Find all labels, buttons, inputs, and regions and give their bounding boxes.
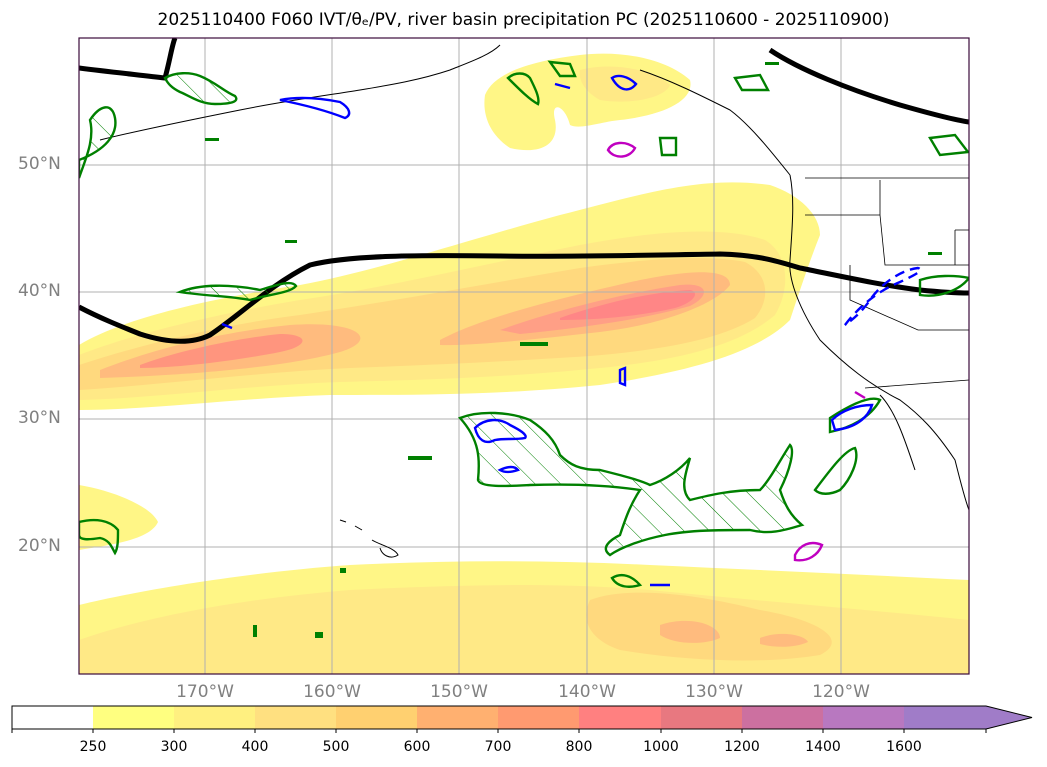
- map-frame: [78, 37, 970, 675]
- colorbar-label-1200: 1200: [724, 739, 760, 755]
- colorbar-segment-2: [174, 706, 255, 729]
- colorbar-label-800: 800: [565, 739, 593, 755]
- colorbar-label-500: 500: [322, 739, 350, 755]
- colorbar-label-300: 300: [160, 739, 188, 755]
- pv-cell-3: [408, 456, 432, 460]
- magenta-contours: [606, 141, 866, 562]
- colorbar-segment-3: [255, 706, 336, 729]
- pv-cell-9: [928, 252, 942, 255]
- theta-contour-west: [221, 322, 233, 330]
- pv-contour-west-small: [175, 281, 298, 302]
- pv-contour-baja: [813, 446, 858, 495]
- colorbar-segment-1: [93, 706, 174, 729]
- colorbar-label-700: 700: [484, 739, 512, 755]
- theta-contours: [221, 74, 874, 587]
- west-coast: [789, 174, 969, 511]
- pv-contour-far-west: [79, 106, 117, 179]
- pv-contour-northwest: [163, 72, 238, 106]
- state-borders: [805, 180, 969, 331]
- ivt-southwest-blob: [79, 485, 158, 550]
- pv-contour-north-b: [547, 60, 577, 78]
- pv-contours: [79, 60, 969, 588]
- pv-cell-7: [315, 632, 323, 638]
- pv-contour-south: [610, 574, 643, 588]
- colorbar: [11, 705, 1033, 733]
- lon-label-150w: 150°W: [430, 682, 488, 702]
- lat-label-30n: 30°N: [18, 408, 61, 428]
- lon-label-120w: 120°W: [812, 682, 870, 702]
- coastlines: [99, 44, 969, 558]
- jet-contour-northeast: [768, 47, 969, 125]
- map-title: 2025110400 F060 IVT/θₑ/PV, river basin p…: [157, 10, 890, 30]
- theta-contour-north: [279, 96, 351, 120]
- pv-contour-north-a: [506, 72, 540, 106]
- theta-contour-north-c: [554, 82, 571, 90]
- pv-contour-north-d: [928, 133, 969, 157]
- pv-contour-north-e: [658, 136, 678, 157]
- pv-cell-6: [253, 625, 257, 637]
- lon-label-140w: 140°W: [558, 682, 616, 702]
- pv-contour-north-c: [733, 73, 770, 92]
- hawaii-islands: [339, 519, 399, 558]
- colorbar-tick-marks: [11, 729, 987, 733]
- theta-contour-central: [473, 418, 527, 444]
- colorbar-segment-8: [661, 706, 742, 729]
- pv-cell-8: [765, 62, 779, 65]
- colorbar-segment-4: [336, 706, 417, 729]
- colorbar-segment-7: [579, 706, 661, 729]
- colorbar-label-250: 250: [79, 739, 107, 755]
- lat-label-50n: 50°N: [18, 154, 61, 174]
- magenta-contour-socal: [854, 390, 866, 400]
- colorbar-label-1000: 1000: [643, 739, 679, 755]
- ivt-south-600a: [660, 620, 720, 643]
- colorbar-outline: [11, 705, 1033, 730]
- theta-contour-central-small: [497, 465, 520, 474]
- pv-small-cells: [205, 62, 942, 638]
- borders: [805, 177, 969, 389]
- colorbar-extend-arrow: [904, 706, 1032, 729]
- pv-cell-1: [285, 240, 297, 243]
- ivt-south-600b: [760, 633, 808, 647]
- pv-contour-central: [457, 411, 805, 557]
- mexico-border: [864, 379, 969, 389]
- aleutian-coast: [99, 44, 501, 141]
- magenta-contour-south: [793, 541, 824, 562]
- colorbar-segment-5: [417, 706, 498, 729]
- magenta-contour-north: [606, 141, 637, 158]
- colorbar-label-1600: 1600: [886, 739, 922, 755]
- baja-coast: [879, 394, 916, 471]
- theta-dashed-nevada: [844, 266, 922, 326]
- colorbar-segment-9: [742, 706, 823, 729]
- lon-label-130w: 130°W: [685, 682, 743, 702]
- colorbar-label-600: 600: [403, 739, 431, 755]
- pv-contour-southwest: [79, 518, 120, 556]
- colorbar-label-1400: 1400: [805, 739, 841, 755]
- theta-contour-north-b: [610, 74, 638, 91]
- alaska-bc-coast: [639, 69, 791, 176]
- lat-label-40n: 40°N: [18, 281, 61, 301]
- colorbar-segment-10: [823, 706, 904, 729]
- theta-dashed: [844, 266, 922, 326]
- ivt-contour-800-east: [560, 290, 695, 320]
- pv-cell-4: [205, 138, 219, 141]
- jet-contour-main: [79, 251, 969, 344]
- ivt-northern-core: [579, 66, 670, 102]
- colorbar-label-400: 400: [241, 739, 269, 755]
- theta-contour-small-a: [618, 366, 627, 387]
- colorbar-segment-6: [498, 706, 579, 729]
- lon-label-160w: 160°W: [303, 682, 361, 702]
- theta-contour-socal: [830, 403, 874, 432]
- pv-cell-5: [340, 568, 346, 573]
- state-border-ne: [954, 229, 969, 265]
- lon-label-170w: 170°W: [176, 682, 234, 702]
- lat-label-20n: 20°N: [18, 536, 61, 556]
- colorbar-segment-0: [12, 706, 93, 729]
- pv-cell-2: [520, 342, 548, 346]
- ivt-contour-800-west: [140, 334, 303, 368]
